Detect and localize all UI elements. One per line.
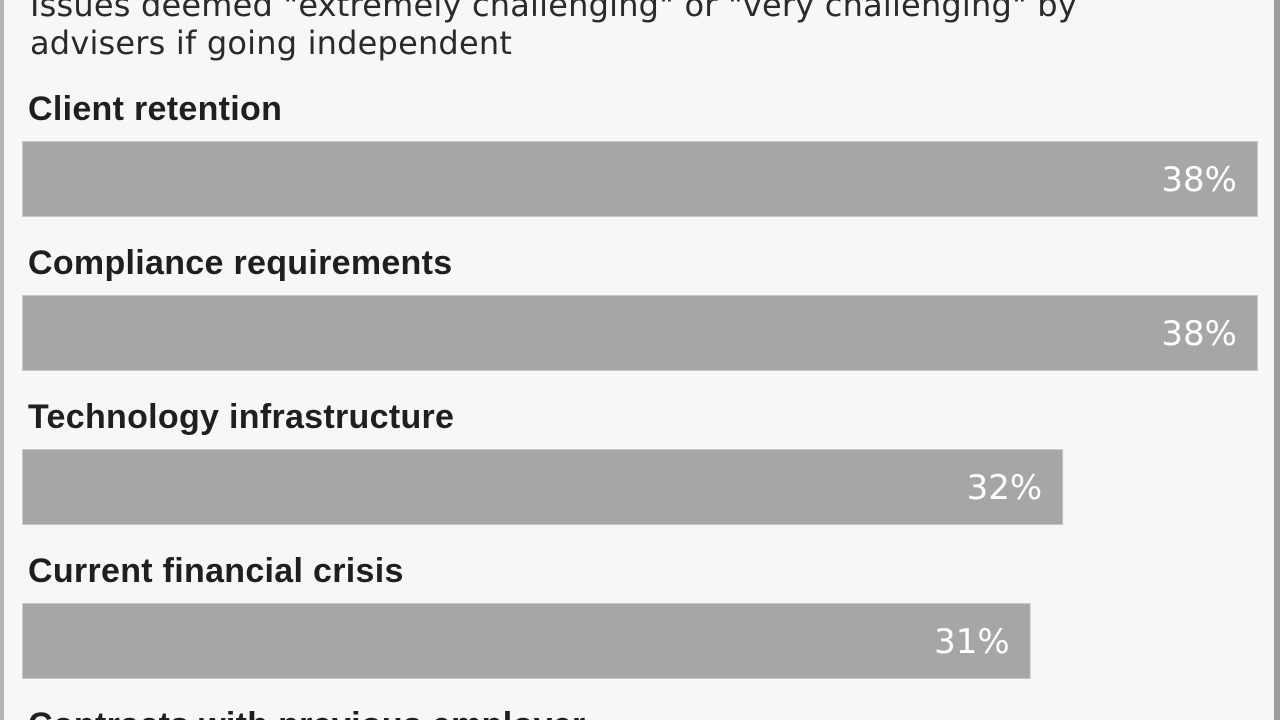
category-label: Current financial crisis — [28, 552, 404, 590]
bar — [23, 296, 1257, 370]
category-label: Contracts with previous employer — [28, 706, 586, 720]
category-label: Compliance requirements — [28, 244, 452, 282]
category-label: Technology infrastructure — [28, 398, 454, 436]
value-label: 32% — [967, 468, 1043, 508]
value-label: 31% — [934, 622, 1010, 662]
chart-subtitle-line-2: advisers if going independent — [30, 24, 513, 62]
category-label: Client retention — [28, 90, 282, 128]
chart-subtitle-line-1: Issues deemed "extremely challenging" or… — [30, 0, 1077, 24]
bar — [23, 604, 1030, 678]
bar — [23, 142, 1257, 216]
value-label: 38% — [1161, 314, 1237, 354]
value-label: 38% — [1161, 160, 1237, 200]
chart-frame-left-edge — [0, 0, 4, 720]
bar — [23, 450, 1063, 524]
